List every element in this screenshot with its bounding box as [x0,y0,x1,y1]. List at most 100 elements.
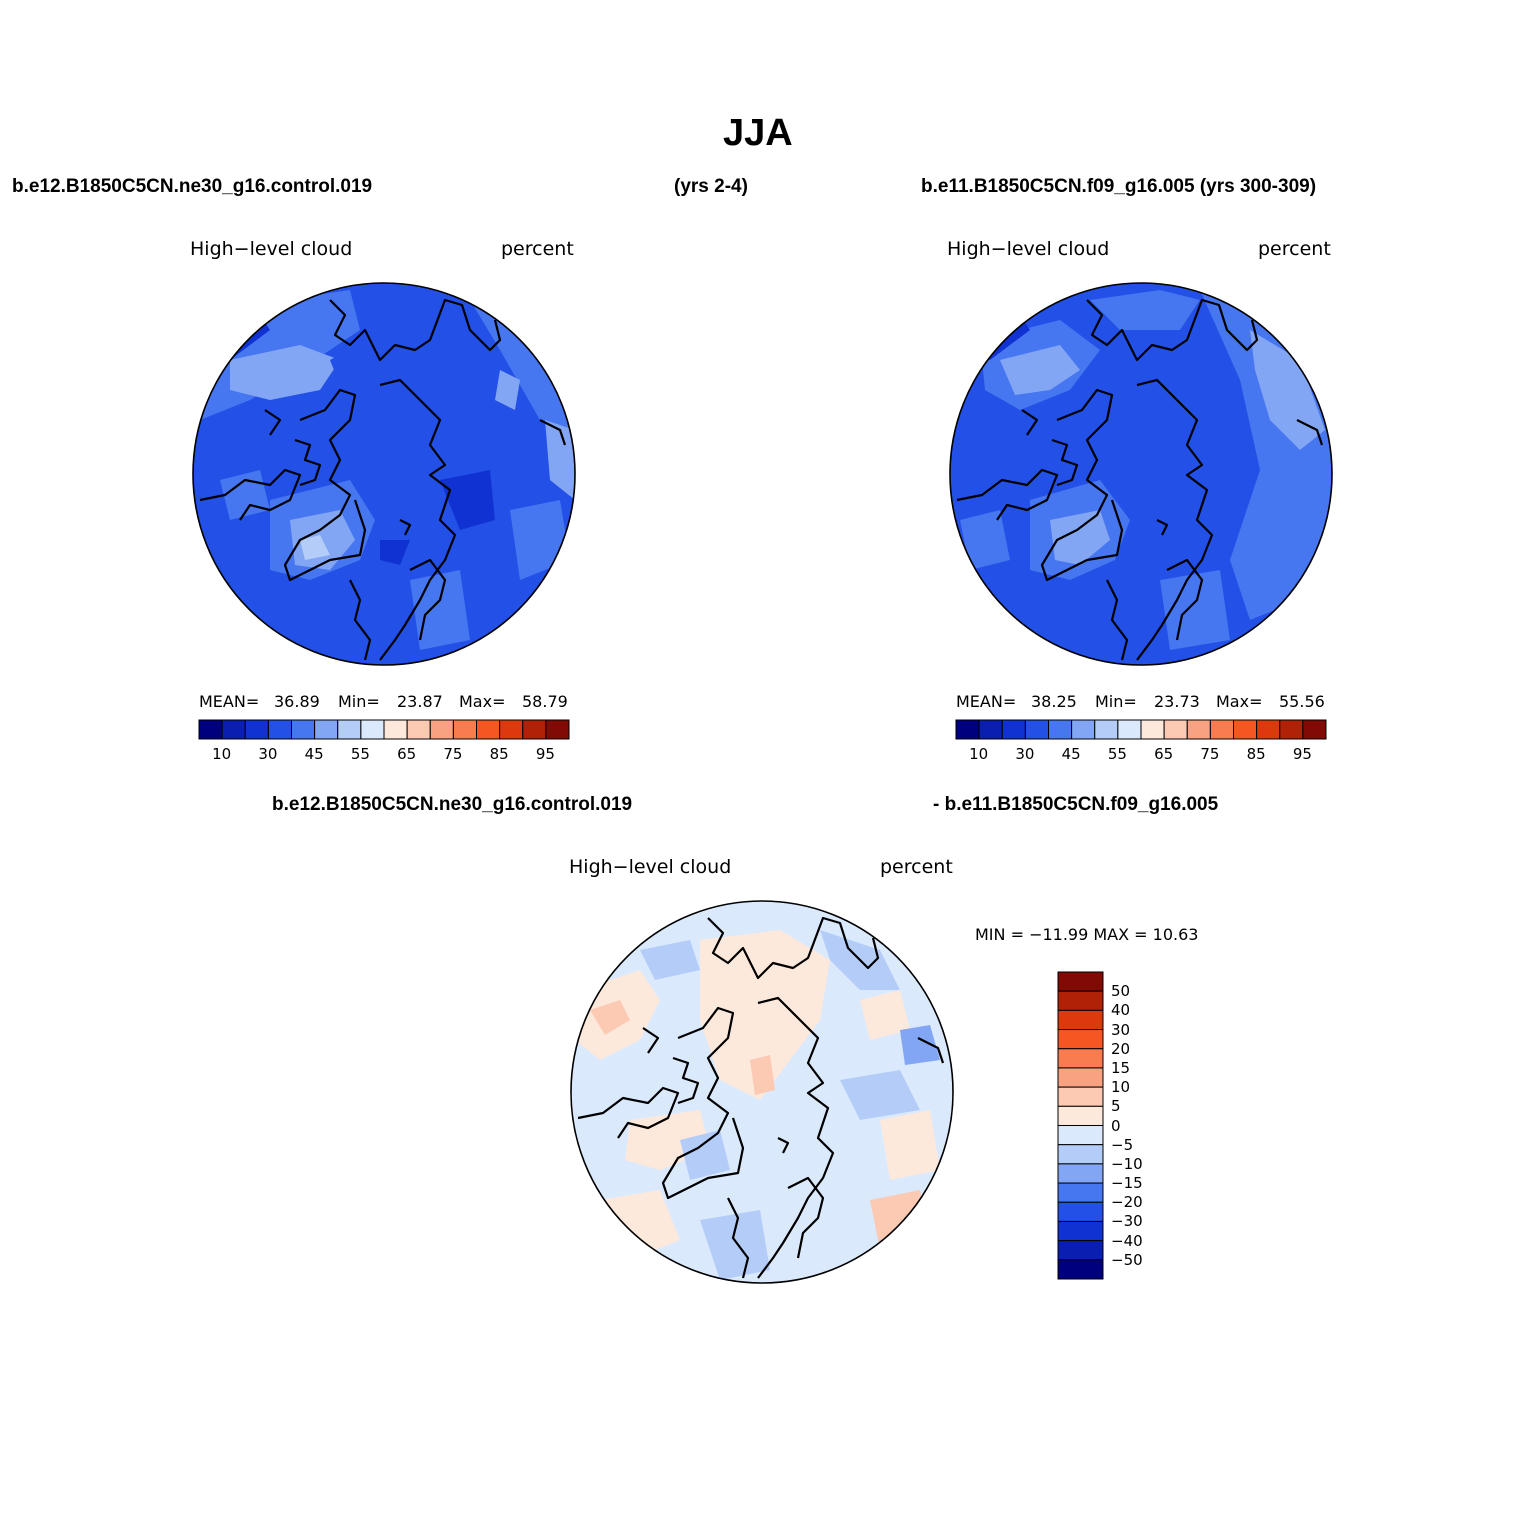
diff-colorbar-tick-label: 0 [1111,1116,1121,1135]
panel2-colorbar-swatch [955,719,980,740]
panel2-min-value: 23.73 [1154,692,1200,711]
panel1-colorbar-tick-label: 95 [535,745,555,763]
panel2-colorbar-tick-label: 65 [1154,745,1174,763]
panel2-colorbar-swatch [1140,719,1165,740]
panel1-colorbar-swatch [452,719,477,740]
panel2-colorbar-swatch [1186,719,1211,740]
diff-colorbar-tick-label: −5 [1111,1135,1134,1154]
diff-colorbar-swatch [1057,1009,1104,1031]
panel1-colorbar-swatch [337,719,362,740]
panel2-max-label: Max= [1216,692,1263,711]
diff-colorbar-tick-label: −40 [1111,1231,1143,1250]
diff-colorbar-tick-label: −50 [1111,1250,1143,1269]
panel1-colorbar-tick-label: 55 [350,745,370,763]
panel1-colorbar-swatch [291,719,316,740]
diff-colorbar-swatch [1057,1163,1104,1184]
panel2-colorbar-swatch [1071,719,1096,740]
diff-colorbar-tick-label: 50 [1111,982,1131,1001]
panel1-colorbar-swatch [429,719,454,740]
panel2-colorbar-swatch [1256,719,1281,740]
panel2-map [949,282,1333,666]
diff-colorbar-tick-label: 40 [1111,1001,1131,1020]
panel1-min-label: Min= [338,692,380,711]
panel2-colorbar-swatch [1024,719,1049,740]
panel2-colorbar-tick-label: 55 [1107,745,1127,763]
panel1-colorbar-tick-label: 45 [304,745,324,763]
diff-colorbar-tick-label: −15 [1111,1174,1143,1193]
diff-colorbar-swatch [1057,1086,1104,1107]
panel1-colorbar-tick-label: 75 [443,745,463,763]
panel1-colorbar-tick-label: 10 [212,745,232,763]
diff-colorbar-tick-label: 10 [1111,1078,1131,1097]
panel2-colorbar-tick-label: 30 [1015,745,1035,763]
case-label-diff-right: - b.e11.B1850C5CN.f09_g16.005 [933,794,1219,815]
panel2-colorbar-tick-label: 75 [1200,745,1220,763]
panel1-colorbar-swatch [545,719,570,740]
panel1-variable-label: High−level cloud [190,238,353,260]
panel2-mean-value: 38.25 [1031,692,1077,711]
panel1-colorbar-tick-label: 65 [397,745,417,763]
case-label-top-left: b.e12.B1850C5CN.ne30_g16.control.019 [12,176,373,197]
panel1-colorbar-swatch [406,719,431,740]
panel2-colorbar-swatch [1001,719,1026,740]
panel1-mean-value: 36.89 [274,692,320,711]
panel2-colorbar-swatch [1233,719,1258,740]
panel1-units-label: percent [501,238,574,260]
panel2-mean-label: MEAN= [956,692,1017,711]
panel2-colorbar-swatch [1209,719,1234,740]
diff-colorbar-swatch [1057,1220,1104,1242]
panel1-max-value: 58.79 [522,692,568,711]
panel1-colorbar-swatch [198,719,223,740]
panel1-colorbar-swatch [267,719,292,740]
panel2-colorbar-swatch [1279,719,1304,740]
panel1-colorbar-swatch [221,719,246,740]
diff-colorbar-swatch [1057,1048,1104,1069]
diff-colorbar-tick-label: 30 [1111,1020,1131,1039]
panel2-colorbar-tick-label: 95 [1292,745,1312,763]
panel1-max-label: Max= [459,692,506,711]
panel1-colorbar-swatch [314,719,339,740]
panel1-colorbar-swatch [499,719,524,740]
panel2-colorbar [955,719,1327,740]
case-label-top-middle: (yrs 2-4) [674,176,748,197]
diff-colorbar-swatch [1057,971,1104,992]
diff-variable-label: High−level cloud [569,856,732,878]
diff-colorbar-swatch [1057,990,1104,1011]
panel1-colorbar [198,719,570,740]
diff-colorbar-swatch [1057,1105,1104,1126]
panel1-colorbar-swatch [522,719,547,740]
panel2-colorbar-swatch [1094,719,1119,740]
panel2-colorbar-tick-label: 85 [1246,745,1266,763]
panel1-colorbar-swatch [360,719,385,740]
diff-colorbar-tick-label: −10 [1111,1154,1143,1173]
diff-colorbar-swatch [1057,1259,1104,1280]
panel1-colorbar-tick-label: 85 [489,745,509,763]
page-title: JJA [723,112,793,154]
diff-colorbar-swatch [1057,1240,1104,1261]
diff-colorbar-swatch [1057,1067,1104,1088]
panel2-colorbar-swatch [1048,719,1073,740]
panel2-colorbar-swatch [978,719,1003,740]
panel1-colorbar-swatch [244,719,269,740]
panel2-min-label: Min= [1095,692,1137,711]
panel1-mean-label: MEAN= [199,692,260,711]
diff-units-label: percent [880,856,953,878]
panel2-max-value: 55.56 [1279,692,1325,711]
diff-colorbar-swatch [1057,1182,1104,1203]
diff-colorbar-tick-label: −20 [1111,1193,1143,1212]
panel2-colorbar-tick-label: 10 [969,745,989,763]
panel2-colorbar-swatch [1163,719,1188,740]
panel2-colorbar-tick-label: 45 [1061,745,1081,763]
panel1-colorbar-swatch [476,719,501,740]
diff-colorbar-tick-label: 20 [1111,1039,1131,1058]
diff-colorbar-swatch [1057,1029,1104,1050]
panel1-colorbar-swatch [383,719,408,740]
panel1-min-value: 23.87 [397,692,443,711]
diff-colorbar-tick-label: −30 [1111,1212,1143,1231]
case-label-diff-left: b.e12.B1850C5CN.ne30_g16.control.019 [272,794,633,815]
panel1-map [192,282,576,666]
panel2-colorbar-swatch [1302,719,1327,740]
panel2-colorbar-swatch [1117,719,1142,740]
diff-colorbar [1057,971,1104,1280]
diff-minmax-label: MIN = −11.99 MAX = 10.63 [975,925,1199,944]
